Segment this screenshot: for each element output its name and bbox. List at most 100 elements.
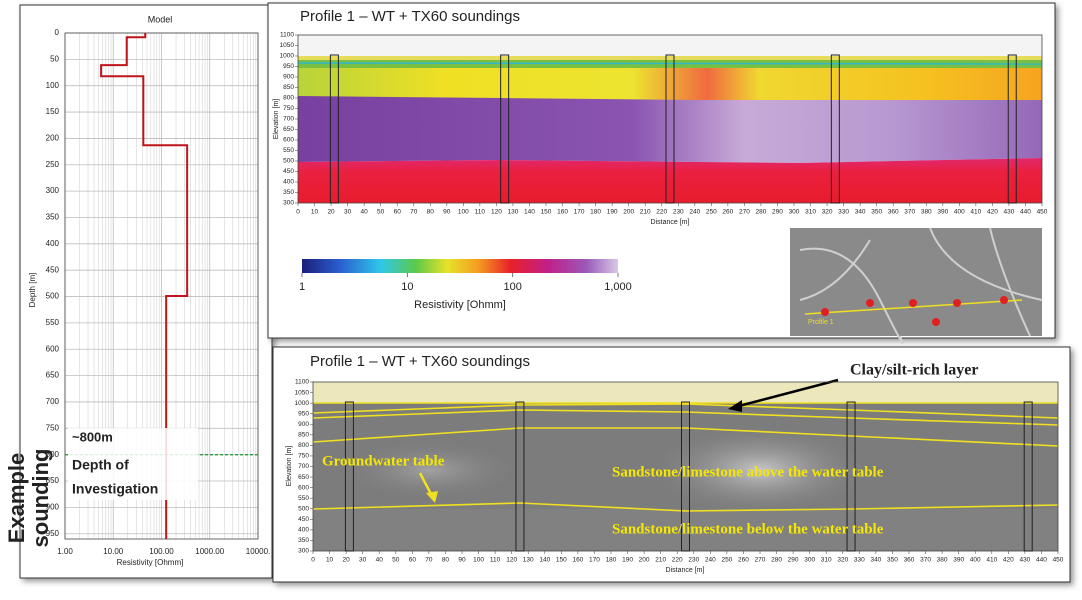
annotation: Clay/silt-rich layer (850, 362, 978, 379)
x-tick-label: 370 (904, 209, 915, 216)
y-tick-label: 800 (46, 450, 60, 459)
x-tick-label: 70 (410, 209, 418, 216)
x-tick-label: 320 (837, 557, 848, 564)
x-tick-label: 100 (473, 557, 484, 564)
y-tick-label: 1050 (295, 389, 310, 396)
x-tick-label: 450 (1037, 209, 1048, 216)
x-tick-label: 410 (970, 209, 981, 216)
x-tick-label: 310 (821, 557, 832, 564)
y-tick-label: 500 (298, 505, 309, 512)
colorbar (302, 259, 618, 273)
x-tick-label: 230 (673, 209, 684, 216)
x-axis-label: Distance [m] (651, 219, 690, 226)
chart-title: Profile 1 – WT + TX60 soundings (300, 8, 520, 25)
y-tick-label: 550 (46, 318, 60, 327)
x-tick-label: 240 (705, 557, 716, 564)
y-tick-label: 300 (283, 200, 294, 207)
x-tick-label: 10000. (246, 547, 270, 556)
y-tick-label: 350 (298, 537, 309, 544)
x-tick-label: 260 (722, 209, 733, 216)
x-tick-label: 140 (539, 557, 550, 564)
sounding (515, 401, 525, 552)
interpreted-section (312, 378, 1059, 551)
x-tick-label: 400 (970, 557, 981, 564)
x-tick-label: 70 (425, 557, 433, 564)
y-tick-label: 500 (46, 292, 60, 301)
x-tick-label: 90 (443, 209, 451, 216)
sounding (344, 401, 354, 552)
x-axis-label: Resistivity [Ohmm] (117, 558, 184, 567)
resistivity-section (297, 35, 1043, 203)
x-tick-label: 340 (870, 557, 881, 564)
colorbar-label: Resistivity [Ohmm] (414, 299, 506, 311)
x-tick-label: 310 (805, 209, 816, 216)
colorbar-tick-label: 100 (503, 281, 521, 293)
y-tick-label: 250 (46, 160, 60, 169)
x-tick-label: 1000.00 (195, 547, 224, 556)
map-inset (790, 227, 1043, 344)
x-tick-label: 100.00 (149, 547, 174, 556)
x-tick-label: 110 (475, 209, 486, 216)
x-tick-label: 160 (557, 209, 568, 216)
x-tick-label: 30 (359, 557, 367, 564)
y-tick-label: 450 (46, 265, 60, 274)
x-tick-label: 10 (326, 557, 334, 564)
sounding (846, 401, 856, 552)
annotation: Groundwater table (322, 453, 445, 469)
y-tick-label: 1100 (280, 32, 294, 39)
x-axis-label: Distance [m] (666, 567, 705, 574)
x-tick-label: 290 (772, 209, 783, 216)
x-tick-label: 230 (688, 557, 699, 564)
y-tick-label: 0 (55, 28, 60, 37)
x-tick-label: 430 (1019, 557, 1030, 564)
map-label: Profile 1 (808, 319, 834, 326)
y-tick-label: 400 (298, 527, 309, 534)
y-tick-label: 200 (46, 134, 60, 143)
x-tick-label: 370 (920, 557, 931, 564)
x-tick-label: 300 (789, 209, 800, 216)
y-tick-label: 950 (298, 410, 309, 417)
x-tick-label: 420 (987, 209, 998, 216)
plot-frame (64, 32, 259, 540)
x-tick-label: 80 (427, 209, 435, 216)
x-tick-label: 190 (607, 209, 618, 216)
colorbar-tick-label: 1,000 (604, 281, 632, 293)
y-tick-label: 550 (283, 147, 294, 154)
y-tick-label: 1050 (280, 42, 295, 49)
x-tick-label: 320 (822, 209, 833, 216)
x-tick-label: 390 (953, 557, 964, 564)
x-tick-label: 0 (296, 209, 300, 216)
x-tick-label: 440 (1036, 557, 1047, 564)
y-tick-label: 900 (283, 74, 294, 81)
x-tick-label: 60 (394, 209, 402, 216)
y-tick-label: 700 (46, 397, 60, 406)
x-tick-label: 210 (655, 557, 666, 564)
x-tick-label: 260 (738, 557, 749, 564)
x-tick-label: 10.00 (103, 547, 124, 556)
x-tick-label: 350 (871, 209, 882, 216)
x-tick-label: 60 (409, 557, 417, 564)
annotation-backdrop (68, 428, 198, 500)
side-label: sounding (28, 449, 53, 548)
y-tick-label: 150 (46, 107, 60, 116)
y-tick-label: 350 (46, 213, 60, 222)
y-tick-label: 550 (298, 495, 309, 502)
x-tick-label: 40 (361, 209, 369, 216)
annotation: Sandstone/limestone above the water tabl… (612, 464, 884, 480)
x-tick-label: 200 (639, 557, 650, 564)
x-tick-label: 250 (721, 557, 732, 564)
colorbar-tick-label: 1 (299, 281, 305, 293)
x-tick-label: 1.00 (57, 547, 73, 556)
x-tick-label: 330 (854, 557, 865, 564)
x-tick-label: 50 (392, 557, 400, 564)
x-tick-label: 390 (937, 209, 948, 216)
x-tick-label: 200 (623, 209, 634, 216)
y-tick-label: 100 (46, 81, 60, 90)
x-tick-label: 180 (590, 209, 601, 216)
y-tick-label: 1100 (295, 379, 309, 386)
y-axis-label: Elevation [m] (286, 446, 293, 487)
x-tick-label: 400 (954, 209, 965, 216)
y-tick-label: 650 (46, 371, 60, 380)
x-tick-label: 10 (311, 209, 319, 216)
x-tick-label: 190 (622, 557, 633, 564)
